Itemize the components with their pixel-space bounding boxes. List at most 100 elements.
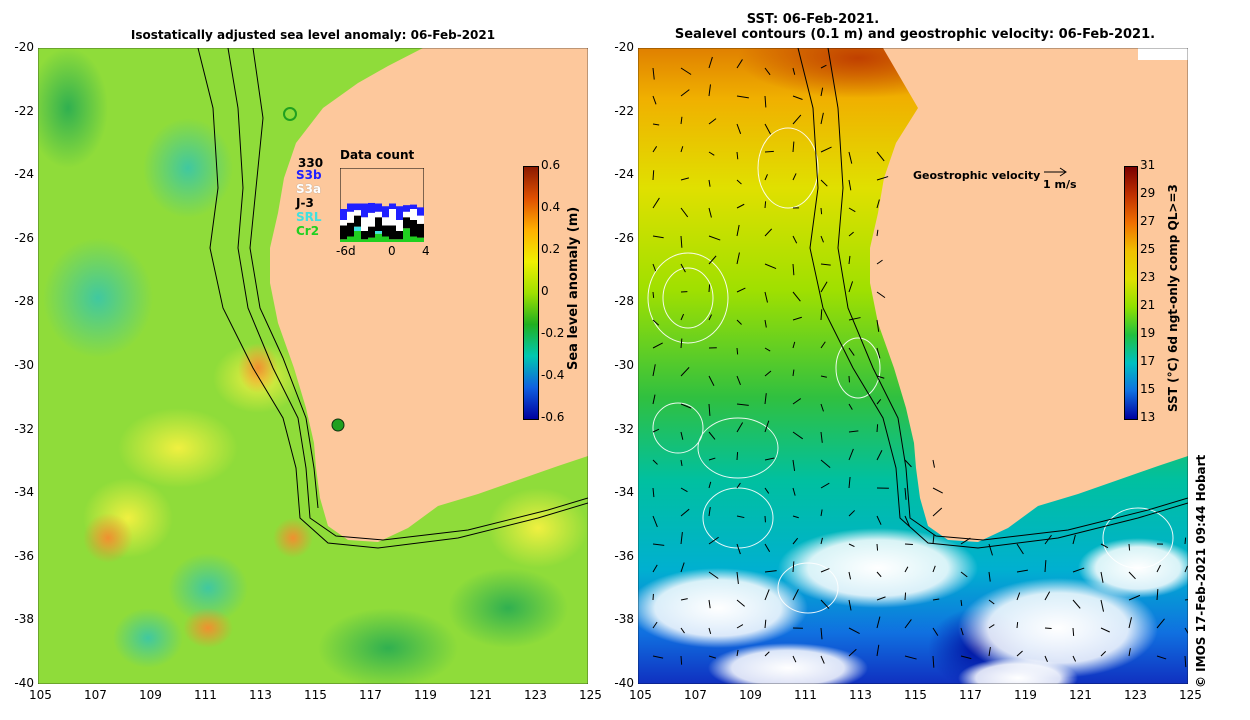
y-tick-label: -26 — [614, 230, 634, 245]
velocity-arrow — [932, 534, 935, 545]
velocity-arrow — [736, 151, 739, 160]
velocity-arrow — [764, 150, 774, 153]
velocity-arrow — [904, 592, 907, 601]
velocity-arrow — [652, 621, 658, 629]
count-bar-segment — [361, 231, 368, 240]
velocity-arrow — [736, 403, 749, 406]
velocity-arrow — [1128, 648, 1131, 657]
velocity-arrow — [820, 64, 827, 69]
velocity-arrow — [764, 651, 770, 657]
velocity-arrow — [1044, 560, 1047, 573]
x-tick-label: 117 — [359, 688, 382, 702]
colorbar-tick-label: 31 — [1140, 158, 1156, 172]
velocity-arrow — [848, 255, 851, 265]
velocity-arrow — [708, 118, 717, 125]
velocity-arrow — [1128, 594, 1141, 601]
velocity-arrow — [736, 649, 739, 657]
velocity-arrow — [764, 347, 771, 352]
count-x-tick: 4 — [422, 244, 430, 258]
x-tick-label: 125 — [579, 688, 602, 702]
velocity-arrow — [904, 655, 917, 660]
right-bathymetry — [797, 48, 1188, 549]
velocity-arrow — [652, 197, 660, 209]
velocity-arrow — [876, 291, 886, 299]
y-tick-label: -28 — [14, 294, 34, 309]
velocity-arrow — [680, 598, 688, 601]
velocity-arrow — [1156, 655, 1167, 660]
count-bar-segment — [347, 222, 354, 237]
colorbar-tick-label: 13 — [1140, 410, 1156, 424]
velocity-arrow — [708, 431, 716, 440]
velocity-arrow — [876, 543, 879, 551]
velocity-arrow — [848, 648, 857, 657]
velocity-arrow — [764, 370, 772, 377]
count-bar-segment — [347, 236, 354, 242]
velocity-arrow — [680, 235, 683, 248]
velocity-arrow — [680, 487, 688, 493]
velocity-arrow — [708, 506, 711, 517]
y-tick-label: -34 — [14, 485, 34, 500]
y-tick-label: -26 — [14, 230, 34, 245]
velocity-arrow — [820, 509, 823, 517]
velocity-arrow — [764, 291, 768, 303]
velocity-arrow — [736, 375, 741, 385]
velocity-arrow — [736, 543, 741, 555]
count-bar-segment — [396, 239, 403, 242]
velocity-arrow — [792, 95, 803, 100]
colorbar-tick-label: 19 — [1140, 326, 1156, 340]
velocity-arrow — [848, 317, 861, 321]
left-panel-title: Isostatically adjusted sea level anomaly… — [130, 28, 496, 42]
velocity-arrow — [736, 319, 742, 325]
y-tick-label: -38 — [14, 612, 34, 627]
velocity-arrow — [708, 314, 712, 321]
count-bar-segment — [375, 203, 382, 212]
sst-colorbar-label: SST (°C) 6d ngt-only comp QL>=3 — [1166, 184, 1180, 412]
y-tick-label: -30 — [614, 358, 634, 372]
velocity-legend-arrow — [1044, 167, 1067, 177]
x-tick-label: 119 — [1014, 688, 1037, 702]
velocity-arrow — [1016, 621, 1019, 629]
velocity-arrow — [708, 536, 719, 545]
velocity-arrow — [876, 151, 885, 162]
x-tick-label: 115 — [904, 688, 927, 702]
x-tick-label: 121 — [1069, 688, 1092, 702]
velocity-arrow — [792, 537, 799, 545]
y-tick-label: -24 — [614, 167, 634, 182]
velocity-arrow — [652, 487, 655, 498]
count-bar-segment — [375, 211, 382, 218]
count-bar-segment — [410, 236, 417, 242]
velocity-arrow — [708, 457, 716, 461]
velocity-arrow — [876, 347, 881, 359]
count-bar-segment — [340, 225, 347, 240]
velocity-arrow — [680, 562, 685, 573]
velocity-arrow — [848, 543, 855, 548]
y-tick-label: -28 — [614, 294, 634, 309]
velocity-arrow — [736, 59, 743, 69]
y-tick-label: -30 — [14, 358, 34, 372]
velocity-arrow — [652, 319, 660, 326]
velocity-arrow — [904, 459, 912, 468]
velocity-arrow — [764, 619, 767, 629]
velocity-arrow — [876, 596, 886, 601]
velocity-arrows — [652, 56, 1188, 668]
velocity-arrow — [1100, 571, 1104, 583]
velocity-arrow — [904, 487, 907, 500]
velocity-arrow — [876, 424, 879, 433]
velocity-arrow — [680, 116, 683, 125]
velocity-arrow — [820, 403, 824, 412]
velocity-arrow — [652, 428, 660, 433]
velocity-arrow — [764, 589, 770, 601]
velocity-arrow — [1044, 591, 1051, 601]
velocity-arrow — [764, 67, 771, 76]
x-tick-label: 109 — [139, 688, 162, 702]
y-tick-label: -24 — [14, 167, 34, 182]
velocity-arrow — [792, 515, 799, 519]
count-bar-segment — [340, 220, 347, 226]
velocity-arrow — [932, 627, 939, 636]
velocity-arrow — [1072, 627, 1075, 636]
credit-text: © IMOS 17-Feb-2021 09:44 Hobart — [1194, 454, 1208, 688]
count-bar-segment — [417, 215, 424, 224]
velocity-arrow — [988, 543, 993, 556]
velocity-arrow — [848, 476, 851, 489]
velocity-arrow — [652, 67, 655, 80]
